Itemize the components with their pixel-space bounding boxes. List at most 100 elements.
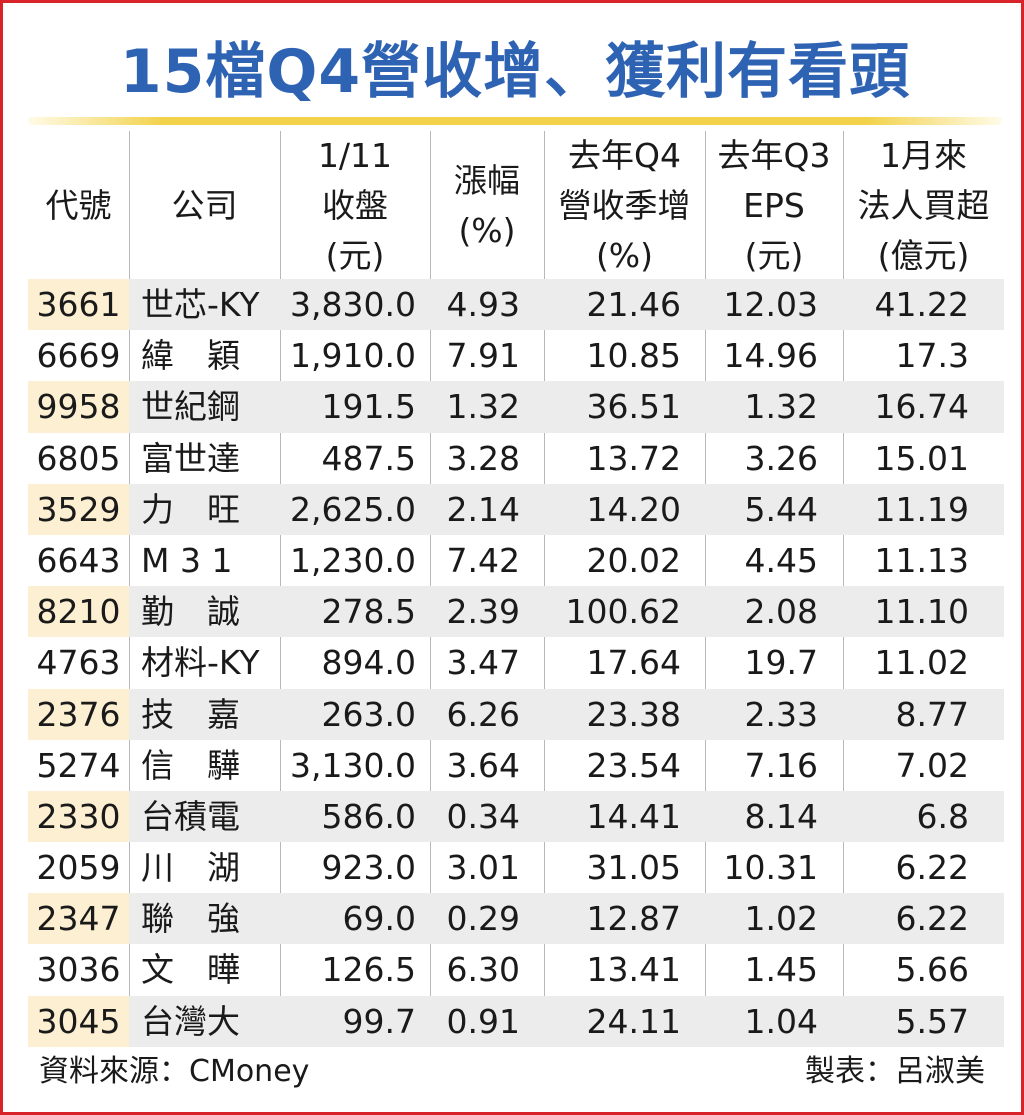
cell-code: 3045 bbox=[28, 995, 129, 1047]
cell-q4-growth: 13.72 bbox=[586, 438, 681, 478]
cell-net-buy: 11.13 bbox=[874, 540, 969, 580]
cell-q3-eps: 8.14 bbox=[744, 796, 818, 836]
header-code-label: 代號 bbox=[45, 186, 112, 225]
cell-code: 3529 bbox=[28, 483, 129, 535]
cell-net-buy: 8.77 bbox=[895, 694, 969, 734]
cell-close: 263.0 bbox=[321, 694, 416, 734]
cell-q4-growth: 12.87 bbox=[586, 899, 681, 939]
header-q3-eps: 去年Q3 EPS (元) bbox=[705, 133, 843, 279]
cell-close: 191.5 bbox=[321, 387, 416, 427]
cell-change: 2.39 bbox=[446, 592, 520, 632]
cell-q3-eps: 1.04 bbox=[744, 1001, 818, 1041]
header-close-line2: 收盤 bbox=[322, 186, 388, 225]
cell-q4-growth: 24.11 bbox=[586, 1001, 681, 1041]
cell-q3-eps: 1.32 bbox=[744, 387, 818, 427]
header-code: 代號 bbox=[28, 133, 129, 279]
cell-q3-eps: 1.45 bbox=[744, 950, 818, 990]
cell-company: 勤 誠 bbox=[141, 592, 240, 632]
cell-net-buy: 11.02 bbox=[874, 643, 969, 683]
cell-q3-eps: 3.26 bbox=[744, 438, 818, 478]
cell-company: 聯 強 bbox=[141, 899, 240, 939]
cell-net-buy: 17.3 bbox=[895, 336, 969, 376]
cell-company: 材料-KY bbox=[141, 643, 260, 683]
cell-company: 世芯-KY bbox=[141, 285, 260, 324]
table-row: 3036 文 曄 126.5 6.30 13.41 1.45 5.66 bbox=[28, 944, 1004, 995]
header-change-line1: 漲幅 bbox=[454, 161, 520, 200]
table-row: 4763 材料-KY 894.0 3.47 17.64 19.7 11.02 bbox=[28, 637, 1004, 688]
cell-q4-growth: 14.20 bbox=[586, 489, 681, 529]
table-row: 3045 台灣大 99.7 0.91 24.11 1.04 5.57 bbox=[28, 995, 1004, 1047]
cell-net-buy: 41.22 bbox=[874, 285, 969, 324]
header-company: 公司 bbox=[129, 133, 280, 279]
cell-q3-eps: 14.96 bbox=[723, 336, 818, 376]
cell-code: 3036 bbox=[36, 950, 121, 990]
cell-company: 技 嘉 bbox=[141, 694, 240, 734]
cell-q4-growth: 21.46 bbox=[586, 285, 681, 324]
cell-company: 緯 穎 bbox=[141, 336, 240, 376]
cell-q3-eps: 1.02 bbox=[744, 899, 818, 939]
cell-close: 126.5 bbox=[321, 950, 416, 990]
cell-company: 文 曄 bbox=[141, 950, 240, 990]
cell-net-buy: 15.01 bbox=[874, 438, 969, 478]
cell-change: 7.42 bbox=[446, 540, 520, 580]
header-net-buy: 1月來 法人買超 (億元) bbox=[843, 133, 1004, 279]
header-buy-line3: (億元) bbox=[877, 236, 970, 275]
cell-close: 99.7 bbox=[342, 1001, 416, 1041]
cell-q3-eps: 19.7 bbox=[744, 643, 818, 683]
cell-company: 力 旺 bbox=[141, 489, 240, 529]
cell-code: 2059 bbox=[36, 848, 121, 888]
page-title: 15檔Q4營收增、獲利有看頭 bbox=[119, 37, 911, 107]
table-row: 3661 世芯-KY 3,830.0 4.93 21.46 12.03 41.22 bbox=[28, 279, 1004, 331]
table-row: 5274 信 驊 3,130.0 3.64 23.54 7.16 7.02 bbox=[28, 740, 1004, 791]
cell-close: 3,130.0 bbox=[290, 745, 416, 785]
cell-code: 6805 bbox=[36, 438, 121, 478]
header-q4-line1: 去年Q4 bbox=[568, 136, 681, 175]
cell-code: 4763 bbox=[36, 643, 121, 683]
data-table: 3661 世芯-KY 3,830.0 4.93 21.46 12.03 41.22 6669 緯… bbox=[28, 279, 1004, 1047]
cell-change: 7.91 bbox=[446, 336, 520, 376]
cell-change: 3.01 bbox=[446, 848, 520, 888]
header-change: 漲幅 (%) bbox=[430, 133, 544, 279]
cell-code: 6669 bbox=[36, 336, 121, 376]
cell-close: 923.0 bbox=[321, 848, 416, 888]
cell-net-buy: 6.22 bbox=[895, 848, 969, 888]
table-row: 9958 世紀鋼 191.5 1.32 36.51 1.32 16.74 bbox=[28, 381, 1004, 433]
cell-net-buy: 11.19 bbox=[874, 489, 969, 529]
cell-change: 6.26 bbox=[446, 694, 520, 734]
author-note: 製表：呂淑美 bbox=[805, 1054, 985, 1089]
cell-net-buy: 6.8 bbox=[916, 796, 969, 836]
cell-code: 5274 bbox=[36, 745, 121, 785]
cell-change: 0.91 bbox=[446, 1001, 520, 1041]
cell-net-buy: 7.02 bbox=[895, 745, 969, 785]
cell-company: 信 驊 bbox=[141, 745, 240, 785]
cell-change: 6.30 bbox=[446, 950, 520, 990]
cell-change: 4.93 bbox=[446, 285, 520, 324]
cell-q4-growth: 20.02 bbox=[586, 540, 681, 580]
cell-q3-eps: 10.31 bbox=[723, 848, 818, 888]
table-row: 2347 聯 強 69.0 0.29 12.87 1.02 6.22 bbox=[28, 893, 1004, 945]
cell-code: 2347 bbox=[28, 893, 129, 945]
cell-company: 台灣大 bbox=[141, 1001, 240, 1041]
header-close: 1/11 收盤 (元) bbox=[280, 133, 430, 279]
cell-close: 278.5 bbox=[321, 592, 416, 632]
cell-net-buy: 11.10 bbox=[874, 592, 969, 632]
cell-net-buy: 5.57 bbox=[895, 1001, 969, 1041]
cell-change: 0.29 bbox=[446, 899, 520, 939]
header-change-line2: (%) bbox=[458, 211, 516, 250]
header-eps-line1: 去年Q3 bbox=[717, 136, 831, 175]
cell-q3-eps: 7.16 bbox=[744, 745, 818, 785]
header-q4-line3: (%) bbox=[595, 236, 654, 275]
cell-q3-eps: 2.33 bbox=[744, 694, 818, 734]
table-row: 6669 緯 穎 1,910.0 7.91 10.85 14.96 17.3 bbox=[28, 330, 1004, 381]
cell-q4-growth: 23.38 bbox=[586, 694, 681, 734]
cell-q3-eps: 4.45 bbox=[744, 540, 818, 580]
cell-code: 3661 bbox=[28, 279, 129, 331]
header-buy-line1: 1月來 bbox=[880, 136, 967, 175]
cell-code: 2330 bbox=[28, 790, 129, 843]
cell-company: 世紀鋼 bbox=[141, 387, 240, 427]
cell-q3-eps: 5.44 bbox=[744, 489, 818, 529]
header-eps-line2: EPS bbox=[743, 186, 805, 225]
cell-q4-growth: 10.85 bbox=[586, 336, 681, 376]
cell-change: 3.64 bbox=[446, 745, 520, 785]
